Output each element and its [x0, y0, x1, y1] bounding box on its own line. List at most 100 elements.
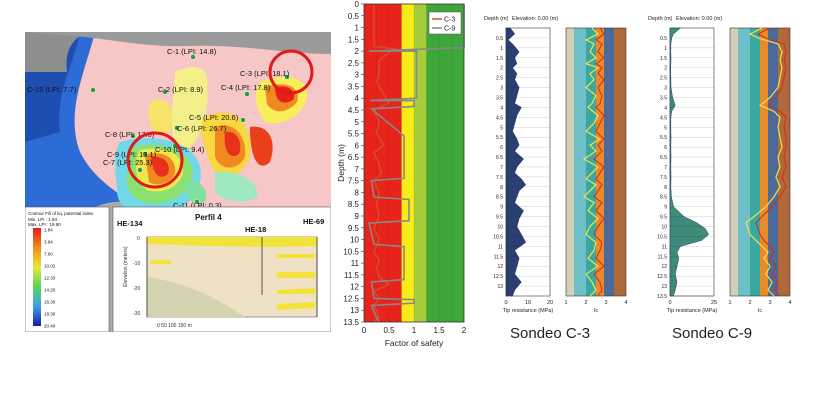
site-label: C-15 (LPI: 7.7) — [27, 85, 77, 94]
y-tick-label: 9.5 — [348, 224, 360, 233]
y-tick-label: 9 — [500, 205, 503, 211]
section-ytick: 0 — [137, 236, 140, 242]
y-tick-label: 11.5 — [344, 271, 360, 280]
y-tick-label: 10 — [350, 236, 359, 245]
y-tick-label: 5.5 — [496, 135, 503, 141]
y-tick-label: 9 — [355, 212, 360, 221]
section-ytick: -20 — [133, 286, 140, 292]
ic-frame — [729, 27, 791, 297]
legend-max: Max. LPI : 19.90 — [28, 222, 61, 227]
x-axis-label: Tip resistance (MPa) — [667, 308, 718, 314]
legend-tick: 10.02 — [44, 264, 56, 269]
y-tick-label: 13 — [350, 306, 359, 315]
x-tick-label: 10 — [525, 300, 531, 306]
y-tick-label: 6.5 — [348, 153, 360, 162]
y-tick-label: 8 — [500, 185, 503, 191]
y-tick-label: 1.5 — [348, 35, 360, 44]
legend-tick: 3.94 — [44, 240, 53, 245]
y-tick-label: 11 — [662, 244, 667, 250]
x-tick-label: 0.5 — [383, 326, 395, 335]
legend-tick: 18.30 — [44, 312, 56, 317]
y-tick-label: 1.5 — [660, 56, 667, 62]
y-tick-label: 6.5 — [496, 155, 503, 161]
y-tick-label: 6 — [664, 145, 667, 151]
ic-line — [582, 27, 602, 297]
y-tick-label: 3 — [355, 71, 360, 80]
y-tick-label: 13.5 — [343, 318, 359, 327]
site-label: C-2 (LPI: 8.9) — [158, 85, 204, 94]
legend-min: Min. LPI : 1.84 — [28, 217, 58, 222]
factor-of-safety-chart: 00.511.522.533.544.555.566.577.588.599.5… — [336, 0, 467, 348]
y-tick-label: 13.5 — [657, 294, 667, 300]
x-tick-label: 1 — [412, 326, 417, 335]
ic-tick-label: 1 — [728, 300, 731, 306]
y-tick-label: 6.5 — [660, 155, 667, 161]
y-tick-label: 3.5 — [348, 82, 360, 91]
y-tick-label: 2 — [500, 66, 503, 72]
ic-zone-band — [768, 28, 778, 296]
ic-tick-label: 3 — [768, 300, 771, 306]
ic-zone-band — [738, 28, 750, 296]
ic-tick-label: 3 — [604, 300, 607, 306]
ic-zone-band — [778, 28, 790, 296]
y-tick-label: 4 — [664, 105, 667, 111]
y-axis-label: Depth (m) — [336, 144, 346, 182]
section-scale: 0 50 100 150 m — [157, 323, 192, 329]
y-tick-label: 13 — [497, 284, 503, 290]
y-tick-label: 8 — [664, 185, 667, 191]
legend-tick: 16.30 — [44, 300, 56, 305]
y-tick-label: 2 — [664, 66, 667, 72]
y-tick-label: 3 — [664, 86, 667, 92]
y-tick-label: 12 — [350, 283, 359, 292]
legend-tick: 20.40 — [44, 324, 56, 329]
y-tick-label: 11 — [351, 259, 360, 268]
y-tick-label: 4.5 — [660, 115, 667, 121]
legend-title: Contour Fill of liq. potential index — [28, 211, 94, 216]
ic-zone-band — [760, 28, 768, 296]
site-label: C-5 (LPI: 20.6) — [189, 113, 239, 122]
y-tick-label: 8 — [355, 188, 360, 197]
y-tick-label: 4.5 — [348, 106, 360, 115]
ic-zone-band — [614, 28, 626, 296]
legend-tick: 1.84 — [44, 228, 53, 233]
x-tick-label: 1.5 — [433, 326, 445, 335]
y-tick-label: 2.5 — [348, 59, 360, 68]
y-tick-label: 7 — [500, 165, 503, 171]
y-tick-label: 10.5 — [657, 234, 667, 240]
section-title: Perfil 4 — [195, 213, 222, 222]
ic-tick-label: 2 — [584, 300, 587, 306]
y-tick-label: 12.5 — [493, 274, 503, 280]
cross-section: Perfil 4 HE-134 HE-18 HE-69 Elevation (m… — [112, 206, 331, 332]
sondeo-c3-chart: Depth (m) Elevation: 0.00 (m)0.511.522.53… — [484, 16, 628, 314]
sondeo-c9-title: Sondeo C-9 — [672, 325, 753, 342]
y-tick-label: 1 — [664, 46, 667, 52]
ic-zone-band — [566, 28, 574, 296]
site-label: C-9 (LPI: 13.1) — [107, 150, 157, 159]
map-legend: Contour Fill of liq. potential index Min… — [25, 206, 110, 332]
y-tick-label: 12 — [661, 264, 667, 270]
qc-area — [669, 27, 709, 297]
ic-zone-band — [730, 28, 738, 296]
ic-tick-label: 1 — [564, 300, 567, 306]
safety-band — [401, 4, 414, 322]
highlight-circle — [268, 49, 314, 95]
sondeo-c3-title: Sondeo C-3 — [510, 325, 591, 342]
y-tick-label: 9 — [664, 205, 667, 211]
ic-red-line — [755, 27, 787, 297]
y-tick-label: 5 — [355, 118, 360, 127]
y-tick-label: 6 — [355, 141, 360, 150]
y-tick-label: 0 — [355, 0, 360, 9]
legend-tick: 14.20 — [44, 288, 56, 293]
y-tick-label: 9.5 — [496, 215, 503, 221]
y-tick-label: 5 — [500, 125, 503, 131]
y-tick-label: 2.5 — [660, 76, 667, 82]
series-line-c-9 — [368, 4, 465, 323]
legend-label-c3: C-3 — [444, 17, 455, 24]
y-tick-label: 2 — [355, 47, 360, 56]
x-tick-label: 0 — [504, 300, 507, 306]
y-tick-label: 11.5 — [658, 254, 668, 260]
y-tick-label: 3.5 — [660, 95, 667, 101]
qc-area — [505, 27, 527, 297]
y-tick-label: 4 — [500, 105, 503, 111]
ic-zone-band — [586, 28, 596, 296]
